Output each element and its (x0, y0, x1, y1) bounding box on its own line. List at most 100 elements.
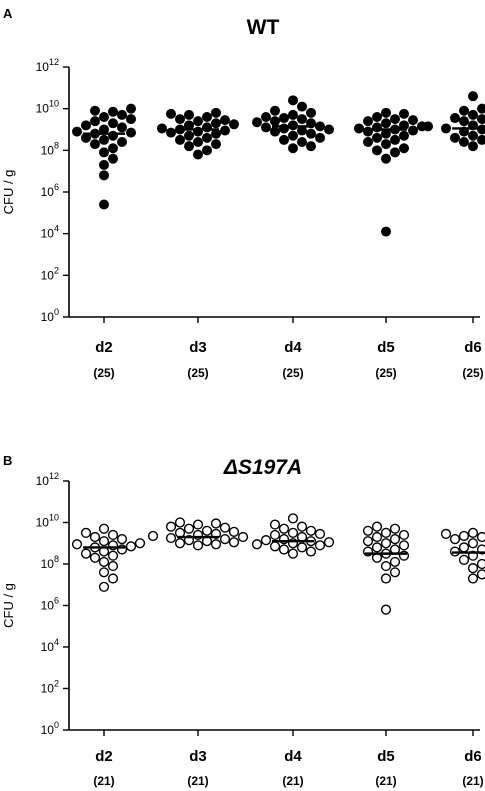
y-tick-exponent: 8 (54, 554, 59, 564)
data-point (477, 114, 485, 125)
data-point (125, 541, 137, 552)
data-point (297, 137, 307, 147)
data-point (193, 137, 203, 147)
sample-count-label: (21) (375, 774, 396, 788)
data-point (81, 132, 91, 143)
y-tick-base: 10 (41, 185, 55, 199)
data-point (398, 529, 410, 541)
data-point (477, 103, 485, 114)
data-point (306, 141, 316, 152)
data-point (279, 134, 289, 145)
data-point (324, 124, 334, 135)
y-tick-base: 10 (41, 640, 55, 654)
x-tick-label: d4 (284, 748, 302, 765)
y-tick-label: 104 (41, 224, 59, 241)
data-point (296, 521, 308, 532)
data-point (80, 527, 92, 538)
data-point (459, 105, 469, 116)
y-tick-exponent: 4 (54, 224, 59, 234)
data-point (381, 153, 391, 164)
data-point (107, 529, 119, 541)
data-point (279, 113, 289, 124)
data-point (459, 137, 469, 147)
sample-count-label: (21) (93, 774, 114, 788)
sample-count-label: (25) (282, 366, 303, 380)
data-point (297, 101, 307, 112)
data-point (175, 134, 185, 145)
data-point (202, 132, 212, 143)
data-point (381, 118, 391, 129)
data-point (323, 537, 335, 548)
x-tick-label: d3 (189, 339, 207, 356)
data-point (126, 103, 136, 114)
data-point (371, 531, 383, 543)
data-point (220, 115, 230, 126)
data-point (261, 122, 271, 133)
data-point (363, 137, 373, 147)
y-tick-exponent: 10 (49, 513, 59, 523)
y-tick-exponent: 0 (54, 307, 59, 317)
data-point (306, 128, 316, 139)
data-point (287, 548, 299, 559)
data-point (288, 130, 298, 141)
data-point (107, 573, 119, 584)
data-point (193, 126, 203, 137)
x-tick-label: d5 (377, 339, 395, 356)
data-point (476, 569, 485, 580)
y-tick-label: 1010 (36, 99, 59, 116)
data-point (134, 538, 146, 549)
sample-count-label: (25) (375, 366, 396, 380)
data-point (458, 530, 470, 542)
data-point (252, 117, 262, 128)
data-point (287, 527, 299, 538)
data-point (372, 112, 382, 122)
data-point (211, 139, 221, 150)
data-point (99, 199, 109, 210)
sample-count-label: (25) (187, 366, 208, 380)
data-point (99, 112, 109, 122)
y-tick-base: 10 (41, 268, 55, 282)
data-point (126, 114, 136, 125)
y-tick-base: 10 (36, 60, 50, 74)
y-tick-label: 106 (41, 182, 59, 199)
data-point (107, 550, 119, 561)
y-tick-exponent: 12 (49, 471, 59, 481)
data-point (278, 523, 290, 534)
data-point (98, 536, 110, 547)
data-point (98, 523, 110, 534)
data-point (211, 107, 221, 118)
data-point (399, 120, 409, 131)
data-point (458, 554, 470, 565)
data-point (468, 109, 478, 120)
data-point (107, 560, 119, 572)
sample-count-label: (25) (462, 366, 483, 380)
data-point (174, 538, 186, 549)
data-point (89, 531, 101, 543)
data-point (270, 126, 280, 137)
x-tick-label: d2 (95, 748, 113, 765)
data-point (362, 536, 374, 547)
data-point (390, 134, 400, 145)
data-point (166, 127, 176, 138)
data-point (371, 521, 383, 532)
data-point (99, 147, 109, 158)
data-point (390, 114, 400, 125)
data-point (476, 531, 485, 543)
data-point (98, 581, 110, 592)
data-point (210, 518, 222, 529)
data-point (269, 541, 281, 552)
data-point (380, 538, 392, 549)
y-tick-base: 10 (41, 310, 55, 324)
y-tick-label: 102 (41, 679, 59, 696)
y-tick-base: 10 (41, 682, 55, 696)
sample-count-label: (21) (462, 774, 483, 788)
data-point (90, 105, 100, 116)
data-point (467, 527, 479, 538)
data-point (458, 542, 470, 553)
data-point (193, 116, 203, 127)
data-point (98, 567, 110, 578)
data-point (314, 528, 326, 540)
data-point (287, 513, 299, 524)
data-point (288, 143, 298, 154)
